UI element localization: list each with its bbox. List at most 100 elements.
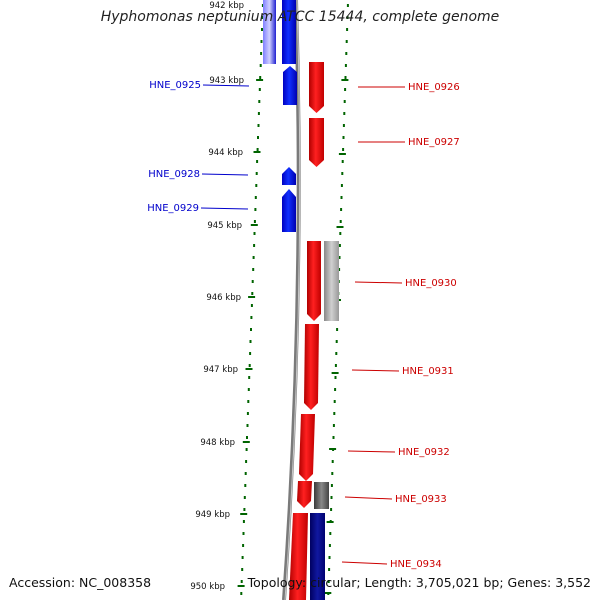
scale-dot xyxy=(342,136,345,139)
gene-feature-hne0933 xyxy=(297,481,312,508)
scale-dot xyxy=(258,88,261,91)
scale-dot xyxy=(251,292,254,295)
scale-dot xyxy=(346,28,349,31)
scale-dot xyxy=(257,124,260,127)
gene-label[interactable]: HNE_0933 xyxy=(395,494,447,505)
gene-feature-hne0928 xyxy=(282,167,296,185)
scale-dot xyxy=(243,496,246,499)
gene-label[interactable]: HNE_0930 xyxy=(405,278,457,289)
scale-dot xyxy=(334,364,337,367)
gene-feature-hne0927 xyxy=(309,118,324,167)
genome-backbone xyxy=(282,0,301,600)
scale-dot xyxy=(250,328,252,331)
scale-dot xyxy=(328,556,331,559)
scale-dot xyxy=(344,76,347,79)
scale-dot xyxy=(338,244,341,247)
scale-dot xyxy=(328,544,331,547)
scale-dot xyxy=(259,64,262,67)
scale-tick: 948 kbp xyxy=(200,438,235,448)
scale-major-tick xyxy=(250,224,258,226)
scale-dot xyxy=(251,280,254,283)
gene-feature-hne0925 xyxy=(283,66,297,105)
scale-dot xyxy=(346,4,349,7)
scale-tick-label: 950 kbp xyxy=(190,582,225,592)
scale-dot xyxy=(247,388,250,391)
scale-dot xyxy=(250,304,253,307)
scale-dot xyxy=(345,40,348,43)
scale-dot xyxy=(336,328,339,331)
scale-dot xyxy=(255,184,258,187)
scale-dot xyxy=(241,556,244,559)
gene-label[interactable]: HNE_0929 xyxy=(147,203,199,214)
scale-major-tick xyxy=(331,372,339,374)
scale-dot xyxy=(244,484,247,487)
scale-dot xyxy=(344,64,347,67)
scale-dot xyxy=(335,352,338,355)
gene-feature-hne0930 xyxy=(307,241,321,321)
scale-dot xyxy=(257,112,260,115)
scale-dot xyxy=(340,196,343,199)
scale-ticks: 942 kbp 943 kbp 944 kbp 945 kbp 946 kbp … xyxy=(190,0,245,592)
gene-labels-right: HNE_0926 HNE_0927 HNE_0930 HNE_0931 HNE_… xyxy=(390,82,460,570)
gene-label[interactable]: HNE_0934 xyxy=(390,559,442,570)
scale-dot xyxy=(343,100,346,103)
scale-dot xyxy=(340,208,343,211)
scale-dot xyxy=(246,424,249,427)
scale-dot xyxy=(341,160,344,163)
scale-dot xyxy=(247,400,250,403)
accession-label: Accession: NC_008358 xyxy=(9,575,152,590)
scale-dot xyxy=(253,220,256,223)
scale-dot xyxy=(243,508,246,511)
scale-dot xyxy=(338,256,341,259)
gene-feature-hne0929 xyxy=(282,189,296,232)
scale-dot xyxy=(259,76,262,79)
scale-dot xyxy=(241,568,244,571)
gene-label[interactable]: HNE_0931 xyxy=(402,366,454,377)
scale-dot xyxy=(260,40,263,43)
gene-feature-hne0934-navy xyxy=(310,513,325,600)
scale-dot xyxy=(258,100,261,103)
scale-dot xyxy=(246,436,248,439)
reverse-strand-features xyxy=(263,0,297,232)
scale-tick-label: 948 kbp xyxy=(200,438,235,448)
scale-major-tick xyxy=(336,226,344,228)
scale-tick-label: 944 kbp xyxy=(208,148,243,158)
map-title: Hyphomonas neptunium ATCC 15444, complet… xyxy=(100,9,500,25)
scale-dot xyxy=(334,388,337,391)
scale-tick-label: 949 kbp xyxy=(195,510,230,520)
scale-major-tick xyxy=(242,441,250,443)
scale-dot xyxy=(254,208,257,211)
gene-label[interactable]: HNE_0927 xyxy=(408,137,460,148)
scale-tick: 944 kbp xyxy=(208,148,243,158)
scale-dot xyxy=(327,580,330,583)
gene-feature-hne0930-gray xyxy=(324,241,339,321)
label-leaders xyxy=(200,84,405,565)
scale-dot xyxy=(261,28,263,31)
scale-dot xyxy=(344,88,347,91)
gene-labels-left: HNE_0925 HNE_0928 HNE_0929 xyxy=(147,80,201,214)
scale-tick: 946 kbp xyxy=(206,293,241,303)
gene-label[interactable]: HNE_0925 xyxy=(149,80,201,91)
scale-dot xyxy=(256,148,259,151)
scale-dot xyxy=(257,136,259,139)
scale-dot xyxy=(248,376,251,379)
gene-feature-hne0934 xyxy=(289,513,308,600)
gene-label[interactable]: HNE_0928 xyxy=(148,169,200,180)
scale-dot xyxy=(339,232,342,235)
scale-dot xyxy=(338,268,341,271)
scale-dot xyxy=(332,436,335,439)
gene-label[interactable]: HNE_0926 xyxy=(408,82,460,93)
scale-dot xyxy=(253,232,256,235)
scale-tick: 947 kbp xyxy=(203,365,238,375)
scale-tick-label: 947 kbp xyxy=(203,365,238,375)
scale-dot xyxy=(329,532,332,535)
scale-dot xyxy=(245,448,248,451)
scale-major-tick xyxy=(245,368,253,370)
scale-major-tick xyxy=(237,585,245,587)
scale-dot xyxy=(331,460,334,463)
gene-label[interactable]: HNE_0932 xyxy=(398,447,450,458)
scale-dot xyxy=(261,16,264,19)
scale-dot xyxy=(253,244,256,247)
